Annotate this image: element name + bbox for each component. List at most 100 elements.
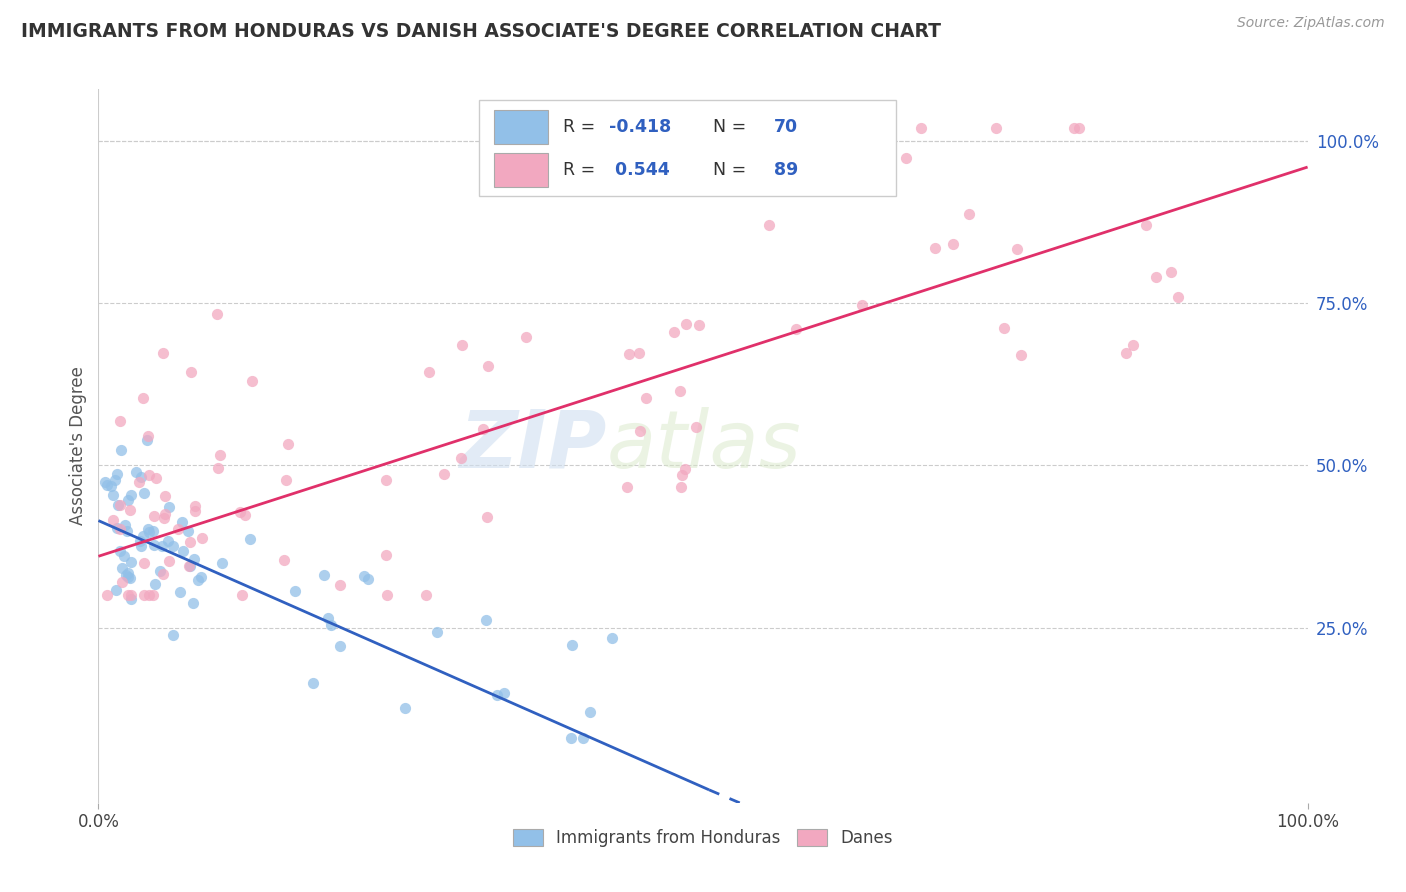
Text: IMMIGRANTS FROM HONDURAS VS DANISH ASSOCIATE'S DEGREE CORRELATION CHART: IMMIGRANTS FROM HONDURAS VS DANISH ASSOC… <box>21 22 941 41</box>
Point <box>685 420 707 434</box>
Point <box>942 237 965 252</box>
Point <box>924 241 946 255</box>
Point <box>96 588 118 602</box>
Point <box>561 638 583 652</box>
Point <box>136 433 159 447</box>
Point <box>277 437 299 451</box>
Point <box>314 568 336 582</box>
Point <box>112 549 135 564</box>
Point <box>191 531 214 545</box>
Point <box>628 346 651 360</box>
Point <box>353 568 375 582</box>
Point <box>117 570 139 584</box>
Point <box>159 554 181 568</box>
Point <box>274 473 297 487</box>
Point <box>1010 348 1032 362</box>
Point <box>179 559 201 574</box>
Point <box>628 424 651 438</box>
Point <box>145 471 167 485</box>
Point <box>120 591 142 606</box>
Point <box>1144 269 1167 284</box>
Point <box>120 588 142 602</box>
Point <box>157 533 180 548</box>
Text: 89: 89 <box>775 161 799 178</box>
Point <box>426 624 449 639</box>
Point <box>114 567 136 582</box>
Point <box>143 577 166 591</box>
Point <box>105 521 128 535</box>
Point <box>1122 338 1144 352</box>
Y-axis label: Associate's Degree: Associate's Degree <box>69 367 87 525</box>
Point <box>675 317 697 331</box>
Point <box>375 473 398 487</box>
Point <box>785 322 807 336</box>
Point <box>486 689 509 703</box>
Point <box>209 448 232 462</box>
Text: -0.418: -0.418 <box>609 118 671 136</box>
Point <box>110 443 132 458</box>
Point <box>101 513 124 527</box>
Point <box>671 467 693 482</box>
Text: R =: R = <box>562 118 600 136</box>
Point <box>190 569 212 583</box>
Point <box>118 503 141 517</box>
FancyBboxPatch shape <box>494 110 548 145</box>
Point <box>984 121 1007 136</box>
Point <box>142 588 165 602</box>
Point <box>617 347 640 361</box>
Point <box>132 529 155 543</box>
Point <box>1063 121 1085 136</box>
Point <box>177 524 200 539</box>
Point <box>477 359 499 373</box>
Point <box>515 330 537 344</box>
Point <box>179 535 201 549</box>
Point <box>110 522 132 536</box>
FancyBboxPatch shape <box>479 100 897 196</box>
Point <box>153 510 176 524</box>
Point <box>284 583 307 598</box>
Point <box>239 532 262 546</box>
Point <box>851 298 873 312</box>
Point <box>177 559 200 574</box>
Point <box>673 462 696 476</box>
Point <box>107 498 129 512</box>
Point <box>136 429 159 443</box>
Legend: Immigrants from Honduras, Danes: Immigrants from Honduras, Danes <box>505 821 901 855</box>
Point <box>108 414 131 428</box>
Point <box>129 533 152 548</box>
Point <box>162 539 184 553</box>
Point <box>138 588 160 602</box>
Point <box>273 553 295 567</box>
Point <box>150 539 173 553</box>
Point <box>579 705 602 719</box>
Point <box>1160 265 1182 279</box>
Point <box>184 504 207 518</box>
Point <box>616 480 638 494</box>
Point <box>132 485 155 500</box>
Point <box>136 522 159 536</box>
Point <box>321 617 343 632</box>
FancyBboxPatch shape <box>494 153 548 187</box>
Point <box>96 477 118 491</box>
Point <box>170 515 193 529</box>
Point <box>634 392 657 406</box>
Point <box>129 539 152 553</box>
Point <box>1135 218 1157 232</box>
Point <box>329 639 352 653</box>
Point <box>187 573 209 587</box>
Point <box>169 584 191 599</box>
Point <box>129 469 152 483</box>
Point <box>104 583 127 598</box>
Point <box>669 480 692 494</box>
Point <box>824 159 846 173</box>
Point <box>108 499 131 513</box>
Text: N =: N = <box>702 161 752 178</box>
Point <box>394 701 416 715</box>
Point <box>896 151 918 165</box>
Point <box>117 524 139 539</box>
Point <box>183 551 205 566</box>
Point <box>155 507 177 521</box>
Text: R =: R = <box>562 161 600 178</box>
Point <box>316 611 339 625</box>
Point <box>433 467 456 482</box>
